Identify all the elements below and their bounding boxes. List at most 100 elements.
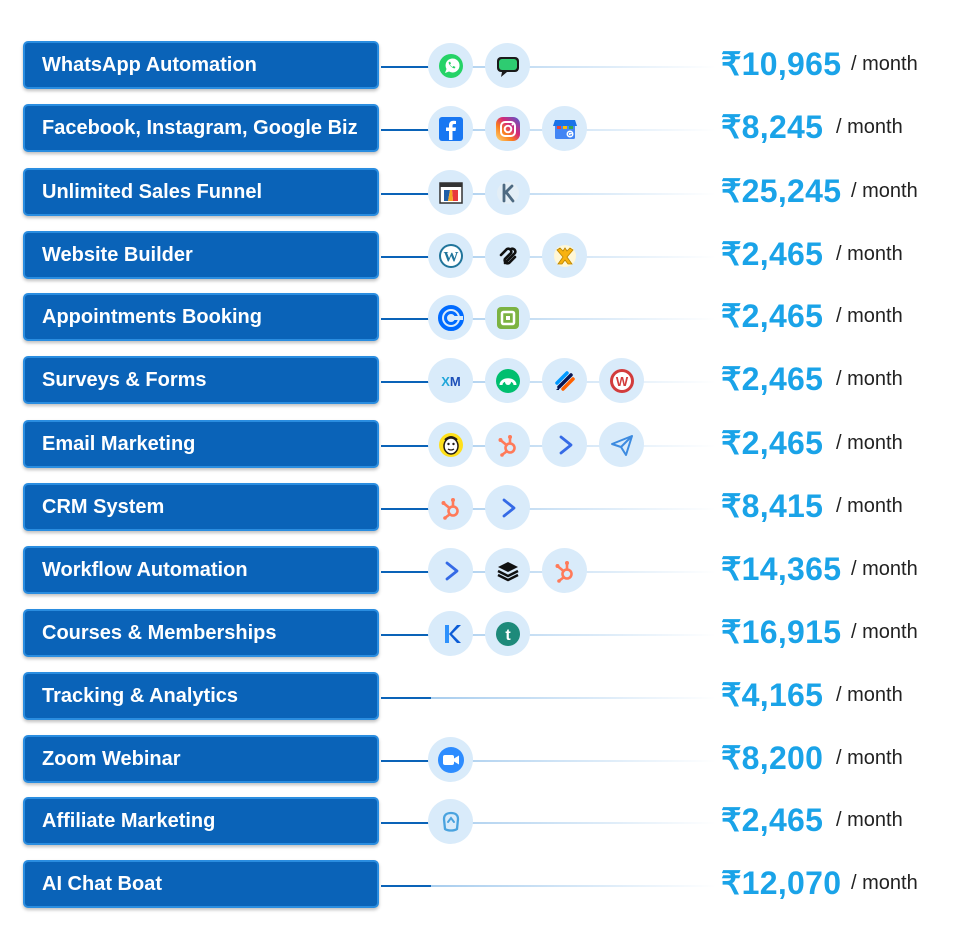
connector-line-fade bbox=[431, 885, 716, 887]
price: ₹2,465 bbox=[721, 361, 824, 397]
service-label: Courses & Memberships bbox=[23, 609, 379, 657]
tool-icons bbox=[428, 422, 644, 467]
surveymonkey-icon bbox=[485, 358, 530, 403]
activecampaign-icon bbox=[485, 485, 530, 530]
price-period: / month bbox=[836, 368, 903, 390]
price-period: / month bbox=[836, 243, 903, 265]
price-period: / month bbox=[851, 872, 918, 894]
service-row: Email Marketing ₹2,465 / month bbox=[0, 420, 969, 472]
service-row: AI Chat Boat ₹12,070 / month bbox=[0, 860, 969, 912]
price: ₹2,465 bbox=[721, 236, 824, 272]
price: ₹12,070 bbox=[721, 865, 842, 901]
activecampaign-icon bbox=[428, 548, 473, 593]
hubspot-icon bbox=[485, 422, 530, 467]
connector-line bbox=[381, 193, 431, 195]
service-row: WhatsApp Automation ₹10,965 / month bbox=[0, 41, 969, 93]
mailchimp-icon bbox=[428, 422, 473, 467]
tool-icons bbox=[428, 43, 530, 88]
connector-line-fade bbox=[431, 66, 716, 68]
price: ₹8,200 bbox=[721, 740, 824, 776]
teachable-icon: t bbox=[485, 611, 530, 656]
chat-bubble-icon bbox=[485, 43, 530, 88]
connector-line bbox=[381, 381, 431, 383]
activecampaign-icon bbox=[542, 422, 587, 467]
service-label: Website Builder bbox=[23, 231, 379, 279]
service-label: AI Chat Boat bbox=[23, 860, 379, 908]
service-label: Workflow Automation bbox=[23, 546, 379, 594]
connector-line bbox=[381, 760, 431, 762]
connector-line-fade bbox=[431, 634, 716, 636]
price-period: / month bbox=[836, 116, 903, 138]
service-row: Workflow Automation ₹14,365 / month bbox=[0, 546, 969, 598]
svg-text:W: W bbox=[615, 374, 628, 389]
wix-icon bbox=[542, 233, 587, 278]
service-label: Affiliate Marketing bbox=[23, 797, 379, 845]
svg-text:G: G bbox=[567, 132, 571, 138]
tool-icons bbox=[428, 799, 473, 844]
tool-icons bbox=[428, 295, 530, 340]
price: ₹4,165 bbox=[721, 677, 824, 713]
price: ₹2,465 bbox=[721, 425, 824, 461]
service-row: Courses & Memberships t ₹16,915 / month bbox=[0, 609, 969, 661]
price-period: / month bbox=[851, 180, 918, 202]
price-period: / month bbox=[836, 809, 903, 831]
whatsapp-icon bbox=[428, 43, 473, 88]
service-row: CRM System ₹8,415 / month bbox=[0, 483, 969, 535]
service-row: Website Builder W ₹2,465 / month bbox=[0, 231, 969, 283]
connector-line bbox=[381, 634, 431, 636]
service-row: Unlimited Sales Funnel ₹25,245 / month bbox=[0, 168, 969, 220]
jotform-icon bbox=[542, 358, 587, 403]
service-label: CRM System bbox=[23, 483, 379, 531]
connector-line bbox=[381, 129, 431, 131]
connector-line bbox=[381, 822, 431, 824]
square-appointments-icon bbox=[485, 295, 530, 340]
price-period: / month bbox=[851, 53, 918, 75]
service-label: Tracking & Analytics bbox=[23, 672, 379, 720]
connector-line bbox=[381, 697, 431, 699]
price: ₹2,465 bbox=[721, 802, 824, 838]
connector-line-fade bbox=[431, 318, 716, 320]
price-period: / month bbox=[836, 305, 903, 327]
tool-icons bbox=[428, 548, 587, 593]
price-period: / month bbox=[836, 432, 903, 454]
service-row: Surveys & Forms XM W ₹2,465 / month bbox=[0, 356, 969, 408]
price: ₹14,365 bbox=[721, 551, 842, 587]
connector-line-fade bbox=[431, 508, 716, 510]
qualtrics-xm-icon: XM bbox=[428, 358, 473, 403]
service-label: Facebook, Instagram, Google Biz bbox=[23, 104, 379, 152]
price: ₹8,415 bbox=[721, 488, 824, 524]
service-row: Zoom Webinar ₹8,200 / month bbox=[0, 735, 969, 787]
service-row: Facebook, Instagram, Google Biz G ₹8,245 / … bbox=[0, 104, 969, 156]
svg-text:t: t bbox=[505, 627, 511, 644]
price-period: / month bbox=[836, 495, 903, 517]
price-period: / month bbox=[836, 747, 903, 769]
wufoo-icon: W bbox=[599, 358, 644, 403]
service-row: Affiliate Marketing ₹2,465 / month bbox=[0, 797, 969, 849]
service-label: Zoom Webinar bbox=[23, 735, 379, 783]
connector-line-fade bbox=[431, 822, 716, 824]
kartra-icon bbox=[485, 170, 530, 215]
connector-line bbox=[381, 318, 431, 320]
tool-icons: t bbox=[428, 611, 530, 656]
connector-line bbox=[381, 445, 431, 447]
paper-plane-icon bbox=[599, 422, 644, 467]
price-period: / month bbox=[851, 558, 918, 580]
tool-icons bbox=[428, 737, 473, 782]
hubspot-icon bbox=[428, 485, 473, 530]
calendly-icon bbox=[428, 295, 473, 340]
connector-line bbox=[381, 66, 431, 68]
connector-line bbox=[381, 256, 431, 258]
affiliate-icon bbox=[428, 799, 473, 844]
price: ₹8,245 bbox=[721, 109, 824, 145]
price-period: / month bbox=[851, 621, 918, 643]
squarespace-icon bbox=[485, 233, 530, 278]
connector-line bbox=[381, 571, 431, 573]
service-label: Appointments Booking bbox=[23, 293, 379, 341]
tool-icons: G bbox=[428, 106, 587, 151]
hubspot-icon bbox=[542, 548, 587, 593]
facebook-icon bbox=[428, 106, 473, 151]
connector-line-fade bbox=[431, 697, 716, 699]
connector-line bbox=[381, 885, 431, 887]
instagram-icon bbox=[485, 106, 530, 151]
connector-line-fade bbox=[431, 193, 716, 195]
